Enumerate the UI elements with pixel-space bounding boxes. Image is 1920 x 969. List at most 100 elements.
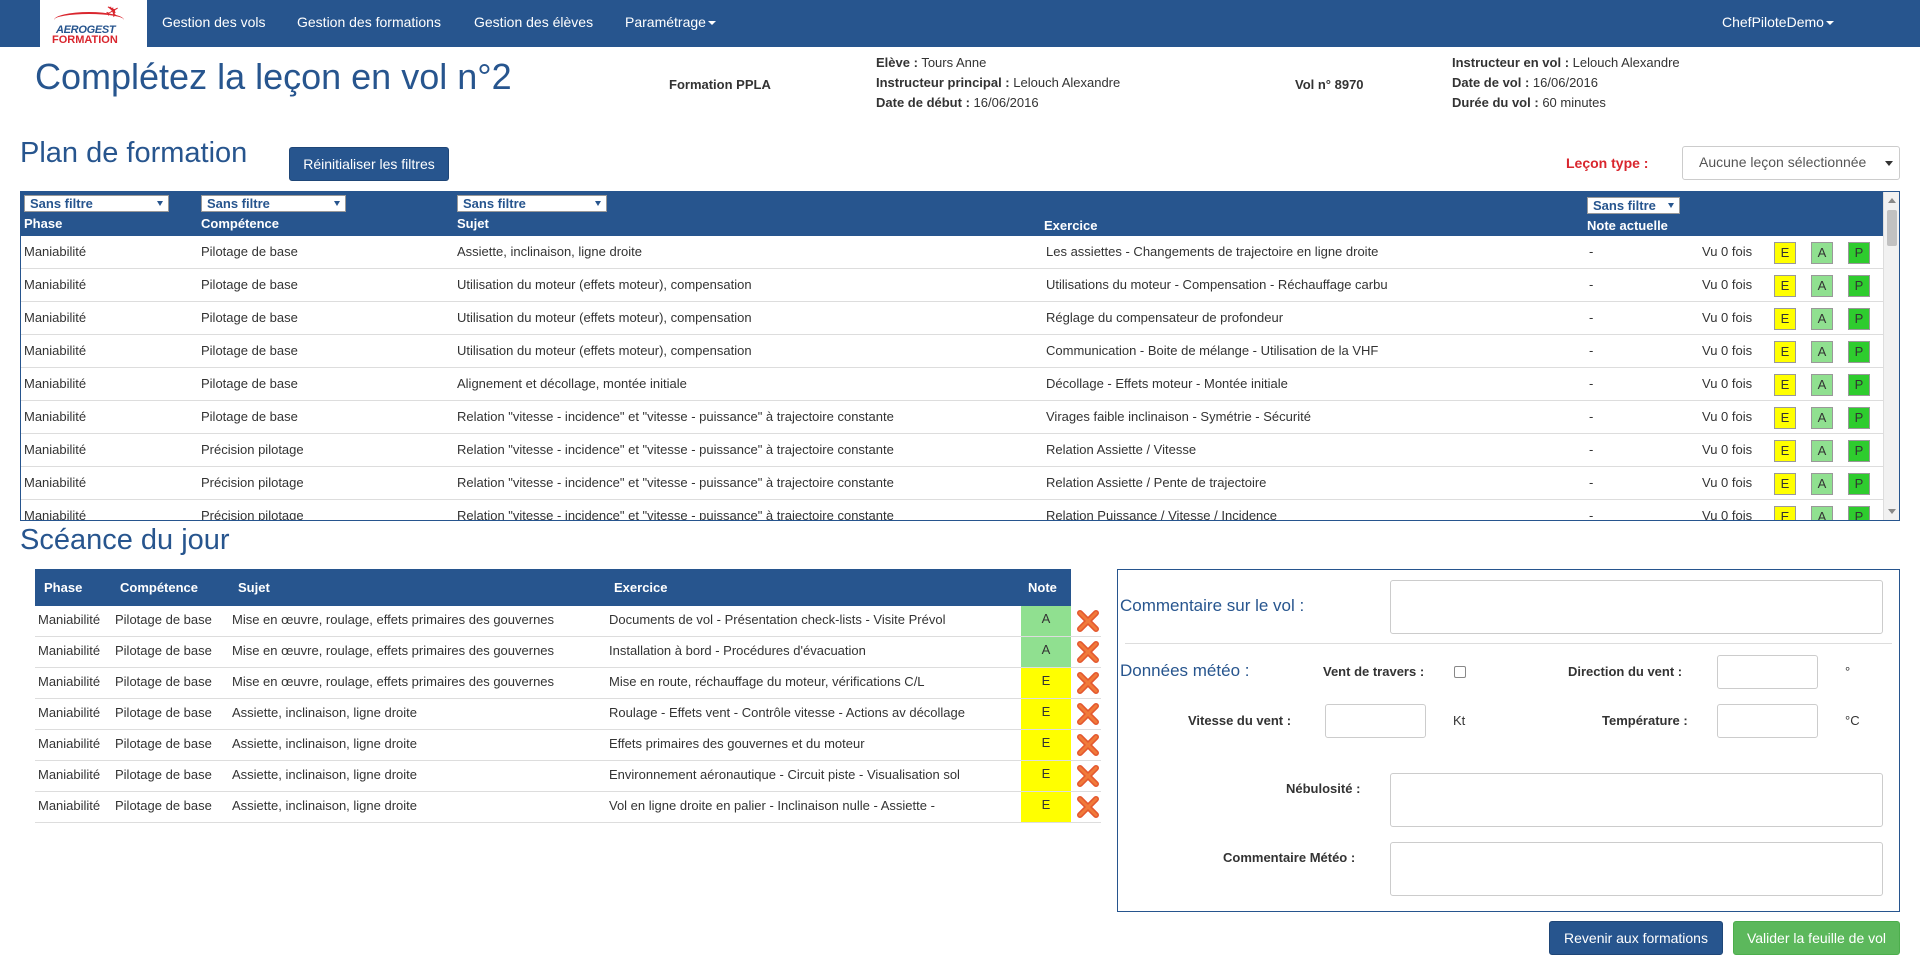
note-cell: E [1021, 730, 1071, 760]
grade-E-button[interactable]: E [1774, 275, 1796, 297]
grade-A-button[interactable]: A [1811, 242, 1833, 264]
grade-P-button[interactable]: P [1848, 275, 1870, 297]
col-note-actuelle: Note actuelle [1587, 218, 1668, 233]
grade-A-button[interactable]: A [1811, 374, 1833, 396]
validate-flight-sheet-button[interactable]: Valider la feuille de vol [1733, 921, 1900, 955]
filter-sujet[interactable]: Sans filtre [457, 195, 607, 212]
lecon-type-value: Aucune leçon sélectionnée [1699, 154, 1867, 170]
scell-sujet: Assiette, inclinaison, ligne droite [232, 736, 417, 751]
cell-competence: Pilotage de base [201, 310, 298, 325]
cell-phase: Maniabilité [24, 343, 87, 358]
grade-E-button[interactable]: E [1774, 473, 1796, 495]
grade-A-button[interactable]: A [1811, 473, 1833, 495]
scell-exercice: Installation à bord - Procédures d'évacu… [609, 643, 866, 658]
cell-competence: Pilotage de base [201, 376, 298, 391]
scell-sujet: Assiette, inclinaison, ligne droite [232, 767, 417, 782]
commentaire-vol-textarea[interactable] [1390, 580, 1883, 634]
caret-down-icon [1825, 21, 1834, 26]
delete-x-icon[interactable] [1075, 670, 1101, 696]
filter-competence[interactable]: Sans filtre [201, 195, 346, 212]
grade-P-button[interactable]: P [1848, 242, 1870, 264]
reset-filters-button[interactable]: Réinitialiser les filtres [289, 147, 449, 181]
page-title: Complétez la leçon en vol n°2 [35, 56, 512, 97]
cell-exercice: Relation Assiette / Vitesse [1046, 442, 1197, 457]
cell-vu: Vu 0 fois [1702, 376, 1753, 391]
commentaire-meteo-textarea[interactable] [1390, 842, 1883, 896]
grade-P-button[interactable]: P [1848, 341, 1870, 363]
grade-A-button[interactable]: A [1811, 440, 1833, 462]
grade-P-button[interactable]: P [1848, 440, 1870, 462]
cell-competence: Précision pilotage [201, 442, 304, 457]
cell-sujet: Relation "vitesse - incidence" et "vites… [457, 442, 894, 457]
nav-gestion-eleves[interactable]: Gestion des élèves [474, 14, 594, 30]
delete-x-icon[interactable] [1075, 763, 1101, 789]
aerogest-logo[interactable]: ✈ AEROGEST FORMATION [40, 0, 147, 47]
filter-note[interactable]: Sans filtre [1587, 197, 1680, 214]
scell-phase: Maniabilité [38, 674, 101, 689]
vitesse-vent-input[interactable] [1325, 704, 1426, 738]
scell-sujet: Assiette, inclinaison, ligne droite [232, 705, 417, 720]
grade-A-button[interactable]: A [1811, 506, 1833, 520]
instructeur-vol-info: Instructeur en vol : Lelouch Alexandre [1452, 55, 1680, 70]
scroll-thumb[interactable] [1887, 210, 1897, 246]
scell-exercice: Documents de vol - Présentation check-li… [609, 612, 946, 627]
delete-x-icon[interactable] [1075, 794, 1101, 820]
cell-note: - [1589, 244, 1594, 259]
nebulosite-textarea[interactable] [1390, 773, 1883, 827]
direction-vent-input[interactable] [1717, 655, 1818, 689]
temperature-input[interactable] [1717, 704, 1818, 738]
scroll-down-icon[interactable] [1888, 509, 1896, 514]
cell-vu: Vu 0 fois [1702, 277, 1753, 292]
lecon-type-select[interactable]: Aucune leçon sélectionnée [1682, 146, 1900, 180]
grade-E-button[interactable]: E [1774, 407, 1796, 429]
nav-gestion-formations[interactable]: Gestion des formations [297, 14, 441, 30]
seance-title: Scéance du jour [20, 524, 230, 556]
vitesse-vent-label: Vitesse du vent : [1188, 713, 1292, 728]
grade-A-button[interactable]: A [1811, 407, 1833, 429]
scell-competence: Pilotage de base [115, 674, 212, 689]
nav-parametrage-dropdown[interactable]: Paramétrage [625, 0, 716, 47]
table-row: Maniabilité Pilotage de base Assiette, inc… [35, 792, 1101, 823]
grade-E-button[interactable]: E [1774, 242, 1796, 264]
grade-E-button[interactable]: E [1774, 308, 1796, 330]
delete-x-icon[interactable] [1075, 608, 1101, 634]
grade-P-button[interactable]: P [1848, 374, 1870, 396]
table-row: Maniabilité Pilotage de base Relation "vit… [21, 401, 1883, 434]
back-to-formations-button[interactable]: Revenir aux formations [1549, 921, 1723, 955]
navbar: ✈ AEROGEST FORMATION Gestion des vols Ge… [0, 0, 1920, 47]
grade-A-button[interactable]: A [1811, 275, 1833, 297]
cell-vu: Vu 0 fois [1702, 343, 1753, 358]
filter-competence-value: Sans filtre [207, 196, 270, 211]
cell-note: - [1589, 409, 1594, 424]
grade-A-button[interactable]: A [1811, 341, 1833, 363]
delete-x-icon[interactable] [1075, 639, 1101, 665]
scol-sujet: Sujet [238, 580, 270, 595]
grade-A-button[interactable]: A [1811, 308, 1833, 330]
divider [1125, 643, 1892, 644]
grade-E-button[interactable]: E [1774, 341, 1796, 363]
scroll-up-icon[interactable] [1888, 198, 1896, 203]
cell-competence: Pilotage de base [201, 244, 298, 259]
grade-P-button[interactable]: P [1848, 407, 1870, 429]
plan-scrollbar[interactable] [1883, 192, 1899, 520]
grade-E-button[interactable]: E [1774, 440, 1796, 462]
vent-travers-label: Vent de travers : [1323, 664, 1425, 679]
grade-P-button[interactable]: P [1848, 506, 1870, 520]
delete-x-icon[interactable] [1075, 732, 1101, 758]
delete-x-icon[interactable] [1075, 701, 1101, 727]
lecon-type-label: Leçon type : [1566, 155, 1649, 171]
grade-E-button[interactable]: E [1774, 374, 1796, 396]
cell-note: - [1589, 277, 1594, 292]
vent-travers-checkbox[interactable] [1454, 666, 1466, 678]
user-menu-dropdown[interactable]: ChefPiloteDemo [1722, 0, 1834, 47]
filter-phase[interactable]: Sans filtre [24, 195, 169, 212]
scol-competence: Compétence [120, 580, 199, 595]
scell-competence: Pilotage de base [115, 612, 212, 627]
grade-P-button[interactable]: P [1848, 473, 1870, 495]
nav-gestion-vols[interactable]: Gestion des vols [162, 14, 266, 30]
date-vol-info: Date de vol : 16/06/2016 [1452, 75, 1598, 90]
cell-sujet: Utilisation du moteur (effets moteur), c… [457, 310, 752, 325]
grade-P-button[interactable]: P [1848, 308, 1870, 330]
cell-vu: Vu 0 fois [1702, 442, 1753, 457]
grade-E-button[interactable]: E [1774, 506, 1796, 520]
